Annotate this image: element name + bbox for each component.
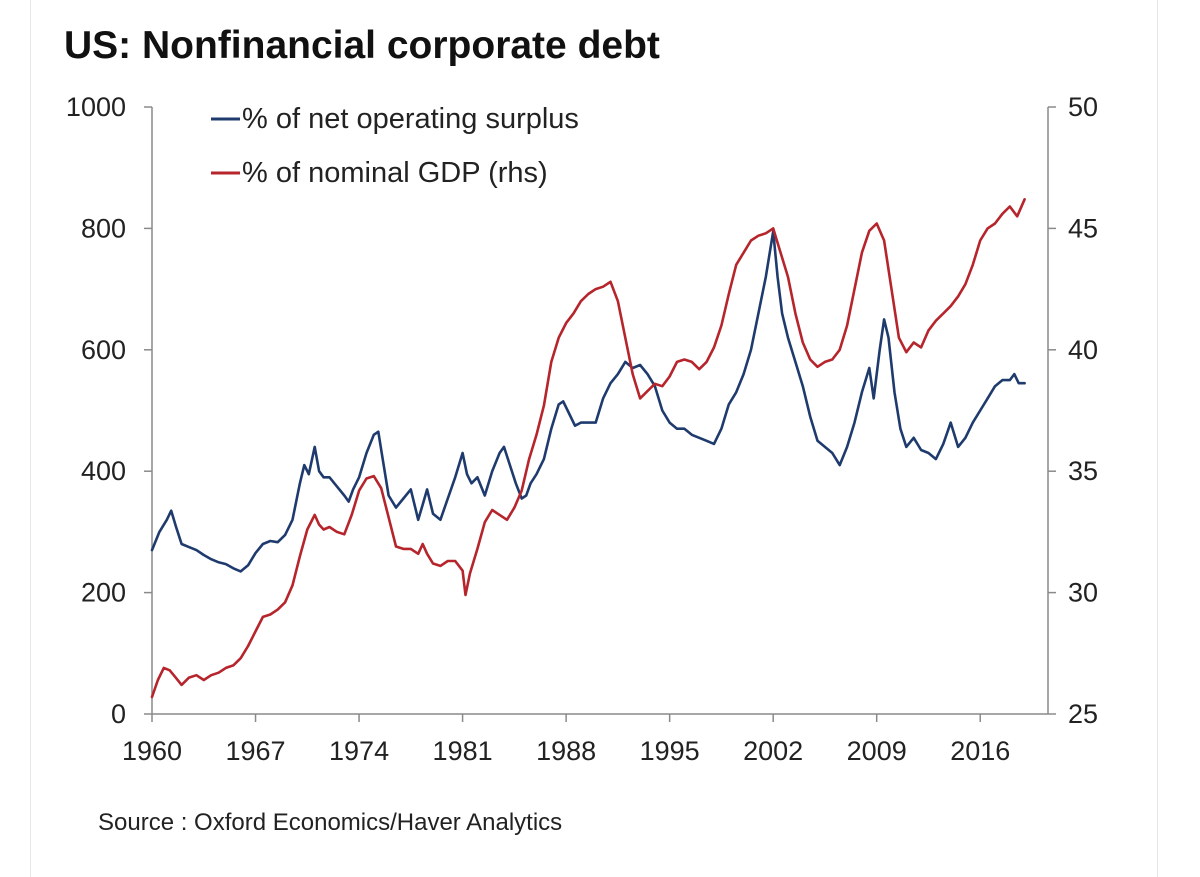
y-right-tick-label: 40 [1068,335,1098,365]
y-right-tick-label: 35 [1068,456,1098,486]
series-lines [150,198,1026,699]
legend: % of net operating surplus % of nominal G… [211,103,579,189]
x-tick-label: 2009 [847,736,907,766]
y-left-tick-label: 800 [81,213,126,243]
x-tick-label: 1988 [536,736,596,766]
x-tick-label: 1974 [329,736,389,766]
source-note: Source : Oxford Economics/Haver Analytic… [98,809,562,836]
axes: 0 200 400 600 800 1000 25 30 35 40 45 50 1960 1967 197… [66,92,1098,766]
x-tick-label: 2002 [743,736,803,766]
y-right-tick-label: 50 [1068,92,1098,122]
chart-title: US: Nonfinancial corporate debt [64,24,660,67]
series-line-gdp [150,198,1026,699]
x-tick-label: 1960 [122,736,182,766]
y-right-tick-label: 45 [1068,213,1098,243]
legend-label: % of nominal GDP (rhs) [242,157,548,189]
y-left-tick-label: 600 [81,335,126,365]
x-tick-label: 1981 [433,736,493,766]
x-tick-label: 1995 [640,736,700,766]
y-right-tick-label: 30 [1068,578,1098,608]
y-left-tick-label: 0 [111,699,126,729]
x-tick-label: 2016 [950,736,1010,766]
frame-border-right [1157,0,1158,877]
series-line-surplus [150,230,1026,573]
legend-label: % of net operating surplus [242,103,579,135]
y-left-tick-label: 400 [81,456,126,486]
y-right-tick-label: 25 [1068,699,1098,729]
y-left-tick-label: 1000 [66,92,126,122]
frame-border-left [30,0,31,877]
x-tick-label: 1967 [225,736,285,766]
y-left-tick-label: 200 [81,578,126,608]
